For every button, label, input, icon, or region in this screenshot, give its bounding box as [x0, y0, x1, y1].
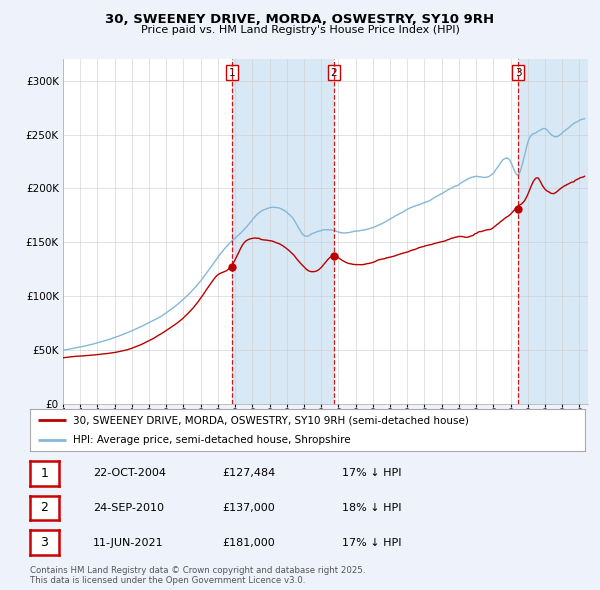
Text: 17% ↓ HPI: 17% ↓ HPI [342, 468, 401, 478]
Text: Price paid vs. HM Land Registry's House Price Index (HPI): Price paid vs. HM Land Registry's House … [140, 25, 460, 35]
Text: 3: 3 [40, 536, 49, 549]
Text: 18% ↓ HPI: 18% ↓ HPI [342, 503, 401, 513]
Text: HPI: Average price, semi-detached house, Shropshire: HPI: Average price, semi-detached house,… [73, 435, 351, 445]
Text: 1: 1 [229, 68, 235, 78]
Text: Contains HM Land Registry data © Crown copyright and database right 2025.
This d: Contains HM Land Registry data © Crown c… [30, 566, 365, 585]
Text: 1: 1 [40, 467, 49, 480]
Text: 17% ↓ HPI: 17% ↓ HPI [342, 538, 401, 548]
Text: 30, SWEENEY DRIVE, MORDA, OSWESTRY, SY10 9RH (semi-detached house): 30, SWEENEY DRIVE, MORDA, OSWESTRY, SY10… [73, 415, 469, 425]
Text: 2: 2 [40, 502, 49, 514]
Text: £137,000: £137,000 [222, 503, 275, 513]
Text: 22-OCT-2004: 22-OCT-2004 [93, 468, 166, 478]
Text: 11-JUN-2021: 11-JUN-2021 [93, 538, 164, 548]
Text: 30, SWEENEY DRIVE, MORDA, OSWESTRY, SY10 9RH: 30, SWEENEY DRIVE, MORDA, OSWESTRY, SY10… [106, 13, 494, 26]
Text: 2: 2 [331, 68, 337, 78]
Text: £181,000: £181,000 [222, 538, 275, 548]
Text: 3: 3 [515, 68, 521, 78]
Text: £127,484: £127,484 [222, 468, 275, 478]
Bar [518, 59, 588, 404]
Text: 24-SEP-2010: 24-SEP-2010 [93, 503, 164, 513]
Bar [232, 59, 334, 404]
